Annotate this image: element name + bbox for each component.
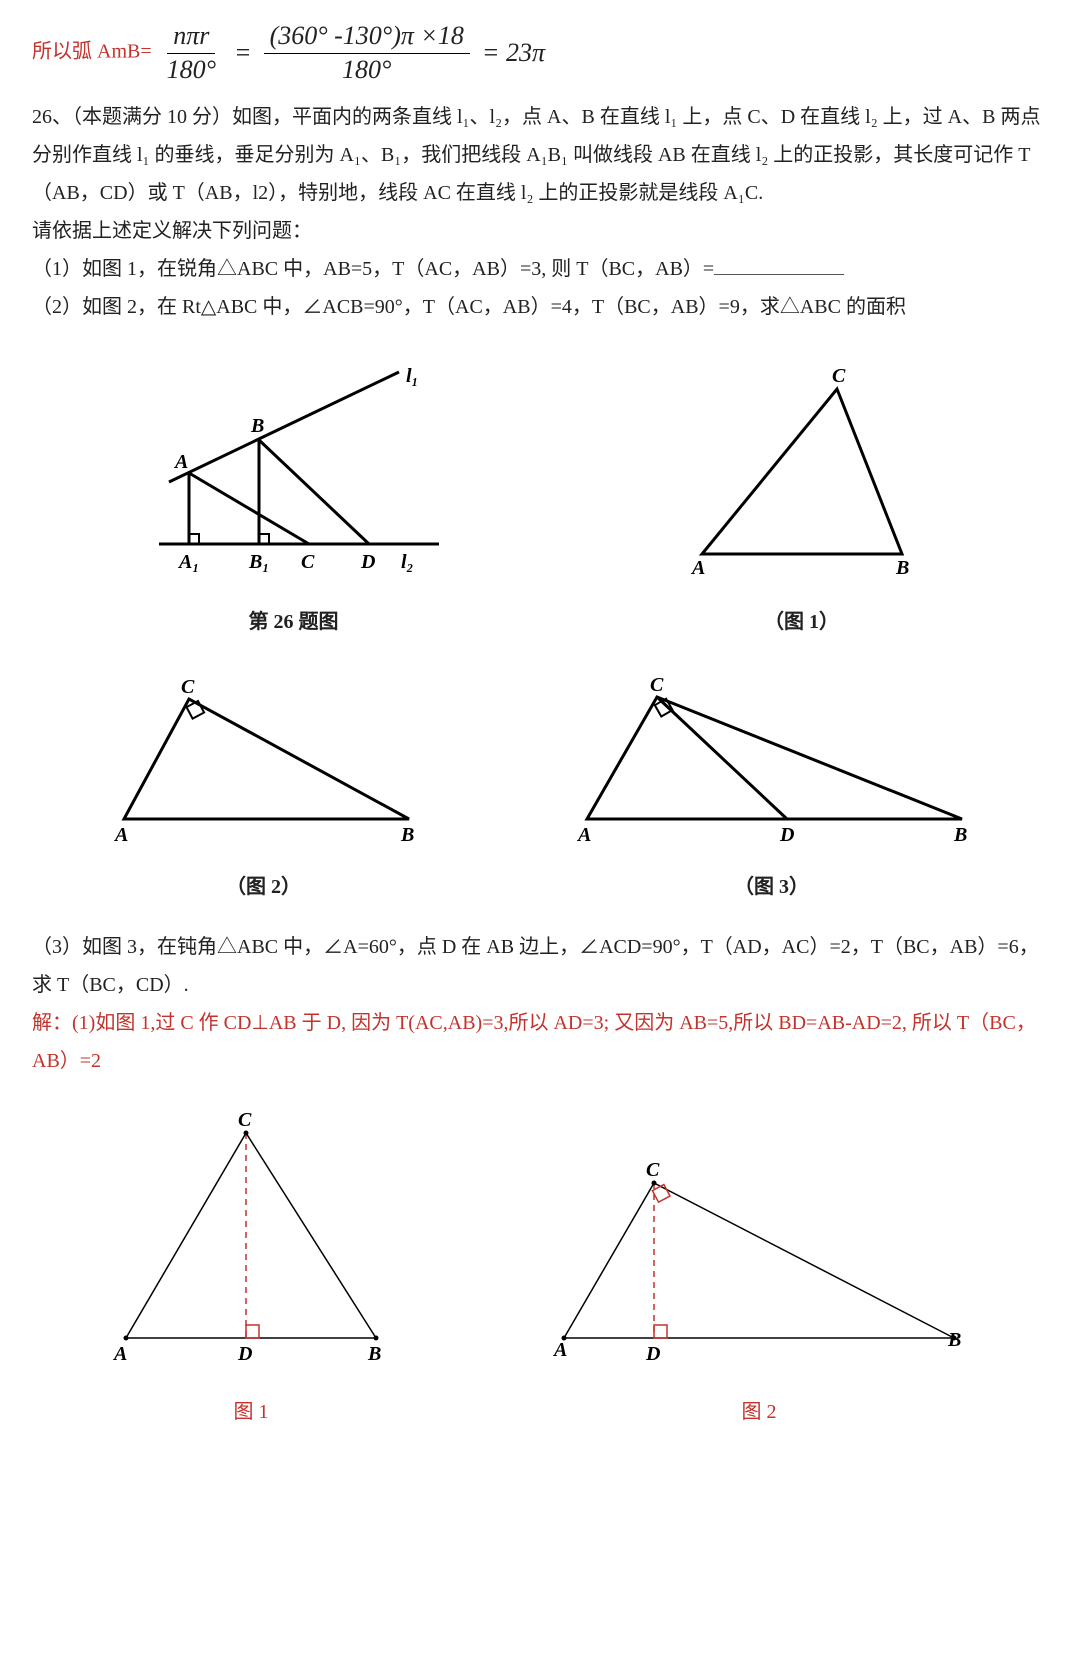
svg-text:A: A [173, 451, 188, 473]
problem-26-prompt: 请依据上述定义解决下列问题： [32, 212, 1048, 250]
svg-text:C: C [301, 551, 315, 573]
figure-3: A B C D （图 3） [562, 669, 982, 906]
formula-result: = 23π [482, 28, 545, 77]
svg-text:B: B [895, 557, 909, 579]
figure-ref: A B A₁ B₁ C D l₁ l₂ 第 26 题图 [139, 354, 449, 641]
problem-26-intro: 26、（本题满分 10 分）如图，平面内的两条直线 l₁、l₂，点 A、B 在直… [32, 98, 1048, 212]
figure-1: A B C （图 1） [662, 354, 942, 641]
caption-f1: （图 1） [662, 603, 942, 641]
svg-text:C: C [832, 365, 846, 387]
svg-text:A: A [112, 1343, 127, 1365]
svg-text:A: A [576, 824, 591, 846]
svg-text:A: A [113, 824, 128, 846]
svg-text:B₁: B₁ [248, 551, 269, 573]
svg-text:C: C [650, 674, 664, 696]
svg-text:C: C [238, 1109, 252, 1131]
caption-f3: （图 3） [562, 868, 982, 906]
svg-text:B: B [367, 1343, 381, 1365]
question-3: （3）如图 3，在钝角△ABC 中，∠A=60°，点 D 在 AB 边上，∠AC… [32, 928, 1048, 1004]
frac1-den: 180° [161, 54, 222, 85]
frac2-num: (360° -130°)π ×18 [264, 22, 470, 54]
svg-text:B: B [953, 824, 967, 846]
solution-1: 解：(1)如图 1,过 C 作 CD⊥AB 于 D, 因为 T(AC,AB)=3… [32, 1004, 1048, 1080]
frac2-den: 180° [336, 54, 397, 85]
svg-text:A₁: A₁ [177, 551, 199, 573]
caption-f2: （图 2） [99, 868, 429, 906]
figure-2: A B C （图 2） [99, 669, 429, 906]
solution-figure-1: A B C D 图 1 [96, 1108, 406, 1431]
svg-text:B: B [947, 1329, 961, 1351]
svg-text:D: D [237, 1343, 252, 1365]
svg-text:B: B [400, 824, 414, 846]
formula-line: 所以弧 AmB= nπr 180° = (360° -130°)π ×18 18… [32, 22, 1048, 84]
caption-ref: 第 26 题图 [139, 603, 449, 641]
svg-text:B: B [250, 415, 264, 437]
question-1: （1）如图 1，在锐角△ABC 中，AB=5，T（AC，AB）=3, 则 T（B… [32, 250, 1048, 288]
solution-figure-row: A B C D 图 1 A B C D 图 2 [32, 1108, 1048, 1431]
svg-text:A: A [552, 1339, 567, 1361]
question-2: （2）如图 2，在 Rt△ABC 中，∠ACB=90°，T（AC，AB）=4，T… [32, 288, 1048, 326]
svg-text:D: D [779, 824, 794, 846]
svg-text:C: C [181, 676, 195, 698]
figure-row-1: A B A₁ B₁ C D l₁ l₂ 第 26 题图 A B C （图 1） [32, 354, 1048, 641]
svg-text:C: C [646, 1159, 660, 1181]
svg-text:l₁: l₁ [406, 365, 419, 387]
figure-row-2: A B C （图 2） A B C D （图 3） [32, 669, 1048, 906]
formula-prefix: 所以弧 AmB= [32, 41, 152, 63]
svg-text:D: D [360, 551, 375, 573]
svg-text:l₂: l₂ [401, 551, 414, 573]
caption-s2: 图 2 [534, 1393, 984, 1431]
blank-line [714, 254, 844, 275]
caption-s1: 图 1 [96, 1393, 406, 1431]
solution-figure-2: A B C D 图 2 [534, 1148, 984, 1431]
frac1-num: nπr [167, 22, 215, 54]
svg-text:A: A [690, 557, 705, 579]
svg-text:D: D [645, 1343, 660, 1365]
